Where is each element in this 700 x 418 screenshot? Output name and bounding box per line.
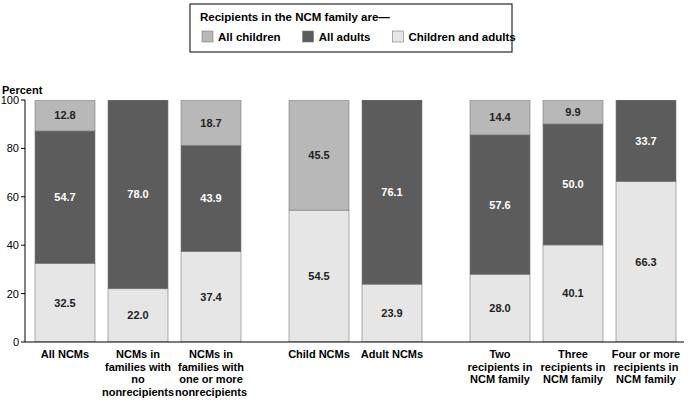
y-tick-label: 20 [7,288,19,300]
x-axis-line [25,342,684,343]
data-label: 18.7 [200,117,221,129]
axes: 020406080100Percent [1,84,684,348]
bar-segment [181,251,241,342]
bar-segment [470,100,530,135]
data-label: 54.5 [308,270,329,282]
label-line: NCMs in [189,348,233,360]
label-line: recipients in [614,361,679,373]
x-tick-label: NCMs infamilies withone or morenonrecipi… [175,348,247,398]
label-line: families with [105,361,171,373]
y-tick [21,293,25,294]
bar-segment [362,100,422,284]
bar-segment [543,100,603,124]
data-label: 57.6 [489,199,510,211]
y-tick-label: 0 [13,336,19,348]
label-line: recipients in [541,361,606,373]
y-tick [21,148,25,149]
data-label: 45.5 [308,149,329,161]
bar-segment [35,263,95,342]
label-line: Four or more [612,348,680,360]
bar-segment [470,135,530,274]
label-line: NCM family [543,373,604,385]
data-labels: 32.5 54.7 12.8 22.0 78.0 37.4 43.9 18.7 54.5 45.5… [54,106,656,321]
data-label: 33.7 [635,135,656,147]
x-tick-label: Tworecipients inNCM family [468,348,533,385]
y-tick-label: 40 [7,239,19,251]
legend-swatch [303,31,314,42]
x-tick-label: Threerecipients inNCM family [541,348,606,385]
bar-segment [181,145,241,251]
bar-segment [616,100,676,182]
data-label: 9.9 [565,106,580,118]
x-tick-label: All NCMs [41,348,89,360]
legend-swatch [392,31,403,42]
bar-segment [470,274,530,342]
label-line: Adult NCMs [361,348,423,360]
data-label: 50.0 [562,178,583,190]
label-line: NCM family [470,373,531,385]
bar-segment [362,284,422,342]
data-label: 23.9 [381,307,402,319]
label-line: one or more [179,373,243,385]
data-label: 66.3 [635,256,656,268]
data-label: 12.8 [54,109,75,121]
y-tick [21,342,25,343]
data-label: 37.4 [200,291,222,303]
data-label: 76.1 [381,186,402,198]
x-tick-label: Four or morerecipients inNCM family [612,348,680,385]
y-tick [21,100,25,101]
x-tick-labels: All NCMsNCMs infamilies withnononrecipie… [41,348,680,398]
data-label: 54.7 [54,191,75,203]
label-line: NCM family [616,373,677,385]
x-tick-label: NCMs infamilies withnononrecipients [102,348,174,398]
bar-segment [543,245,603,342]
label-line: Child NCMs [288,348,350,360]
bar-segment [35,100,95,131]
bar-segment [543,124,603,245]
y-tick-label: 80 [7,142,19,154]
label-line: nonrecipients [175,386,247,398]
data-label: 78.0 [127,188,148,200]
legend-label: All children [218,31,281,43]
data-label: 14.4 [489,111,511,123]
y-tick [21,196,25,197]
bars [35,100,676,342]
bar-segment [289,100,349,210]
label-line: All NCMs [41,348,89,360]
label-line: no [131,373,145,385]
label-line: families with [178,361,244,373]
legend-title: Recipients in the NCM family are— [200,11,390,23]
y-tick-label: 60 [7,191,19,203]
data-label: 28.0 [489,302,510,314]
bar-segment [108,289,168,342]
y-tick [21,245,25,246]
label-line: NCMs in [116,348,160,360]
data-label: 22.0 [127,309,148,321]
label-line: Two [489,348,510,360]
legend-label: Children and adults [408,31,515,43]
legend-swatch [202,31,213,42]
label-line: Three [558,348,588,360]
label-line: recipients in [468,361,533,373]
bar-segment [616,182,676,342]
legend-label: All adults [319,31,371,43]
x-tick-label: Adult NCMs [361,348,423,360]
bar-segment [108,100,168,289]
data-label: 40.1 [562,287,583,299]
y-axis-label: Percent [2,84,43,96]
bar-segment [35,131,95,263]
y-axis-line [25,100,26,342]
data-label: 32.5 [54,297,75,309]
label-line: nonrecipients [102,386,174,398]
legend-box [190,4,512,52]
bar-segment [289,210,349,342]
x-tick-label: Child NCMs [288,348,350,360]
data-label: 43.9 [200,192,221,204]
bar-segment [181,100,241,145]
chart: 32.5 54.7 12.8 22.0 78.0 37.4 43.9 18.7 54.5 45.5… [0,0,700,418]
legend: Recipients in the NCM family are— All chi… [190,4,516,52]
